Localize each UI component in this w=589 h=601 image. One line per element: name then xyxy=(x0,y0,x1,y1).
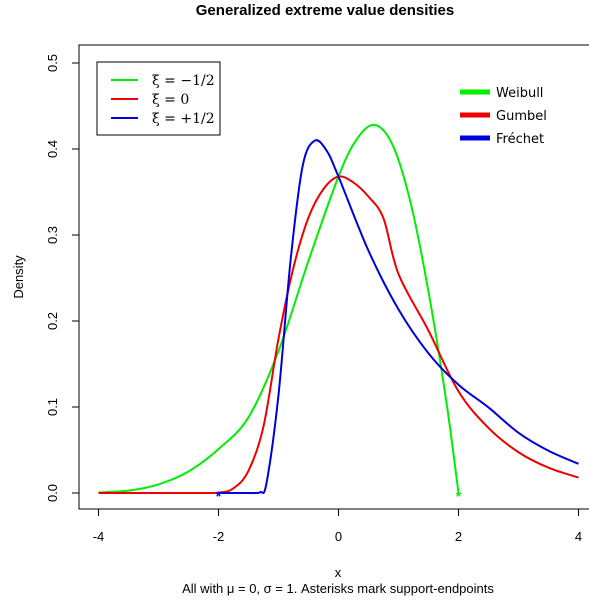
support-endpoint-marker: * xyxy=(456,488,462,504)
x-tick-label: -2 xyxy=(213,529,225,544)
support-endpoint-marker: * xyxy=(216,488,222,504)
series-layer xyxy=(98,123,579,495)
y-tick-label: 0.1 xyxy=(45,398,60,416)
x-tick-label: 4 xyxy=(575,529,582,544)
legend2-label: Gumbel xyxy=(496,109,547,124)
y-axis-label: Density xyxy=(11,255,26,299)
y-tick-label: 0.4 xyxy=(45,140,60,158)
y-tick-label: 0.3 xyxy=(45,226,60,244)
y-tick-label: 0.0 xyxy=(45,484,60,502)
x-tick-label: 0 xyxy=(335,529,342,544)
x-axis-label: x xyxy=(335,565,342,580)
chart-title: Generalized extreme value densities xyxy=(196,2,454,19)
legend-distribution-types: Weibull Gumbel Fréchet xyxy=(460,86,547,147)
legend-label: ξ = 0 xyxy=(152,92,189,108)
legend-label: ξ = +1/2 xyxy=(152,111,215,127)
x-axis: -4 -2 0 2 4 xyxy=(93,508,582,544)
x-tick-label: -4 xyxy=(93,529,105,544)
legend2-label: Weibull xyxy=(496,86,543,101)
legend-xi: ξ = −1/2 ξ = 0 ξ = +1/2 xyxy=(96,61,221,136)
endpoint-layer: ** xyxy=(216,488,462,504)
chart-caption: All with μ = 0, σ = 1. Asterisks mark su… xyxy=(182,581,494,596)
series-line-1 xyxy=(98,175,579,495)
y-tick-label: 0.2 xyxy=(45,312,60,330)
legend2-label: Fréchet xyxy=(496,132,544,147)
series-line-2 xyxy=(218,139,579,495)
y-axis: 0.0 0.1 0.2 0.3 0.4 0.5 xyxy=(45,54,80,502)
x-tick-label: 2 xyxy=(455,529,462,544)
y-tick-label: 0.5 xyxy=(45,54,60,72)
series-line-0 xyxy=(98,123,460,494)
legend-label: ξ = −1/2 xyxy=(152,73,215,89)
